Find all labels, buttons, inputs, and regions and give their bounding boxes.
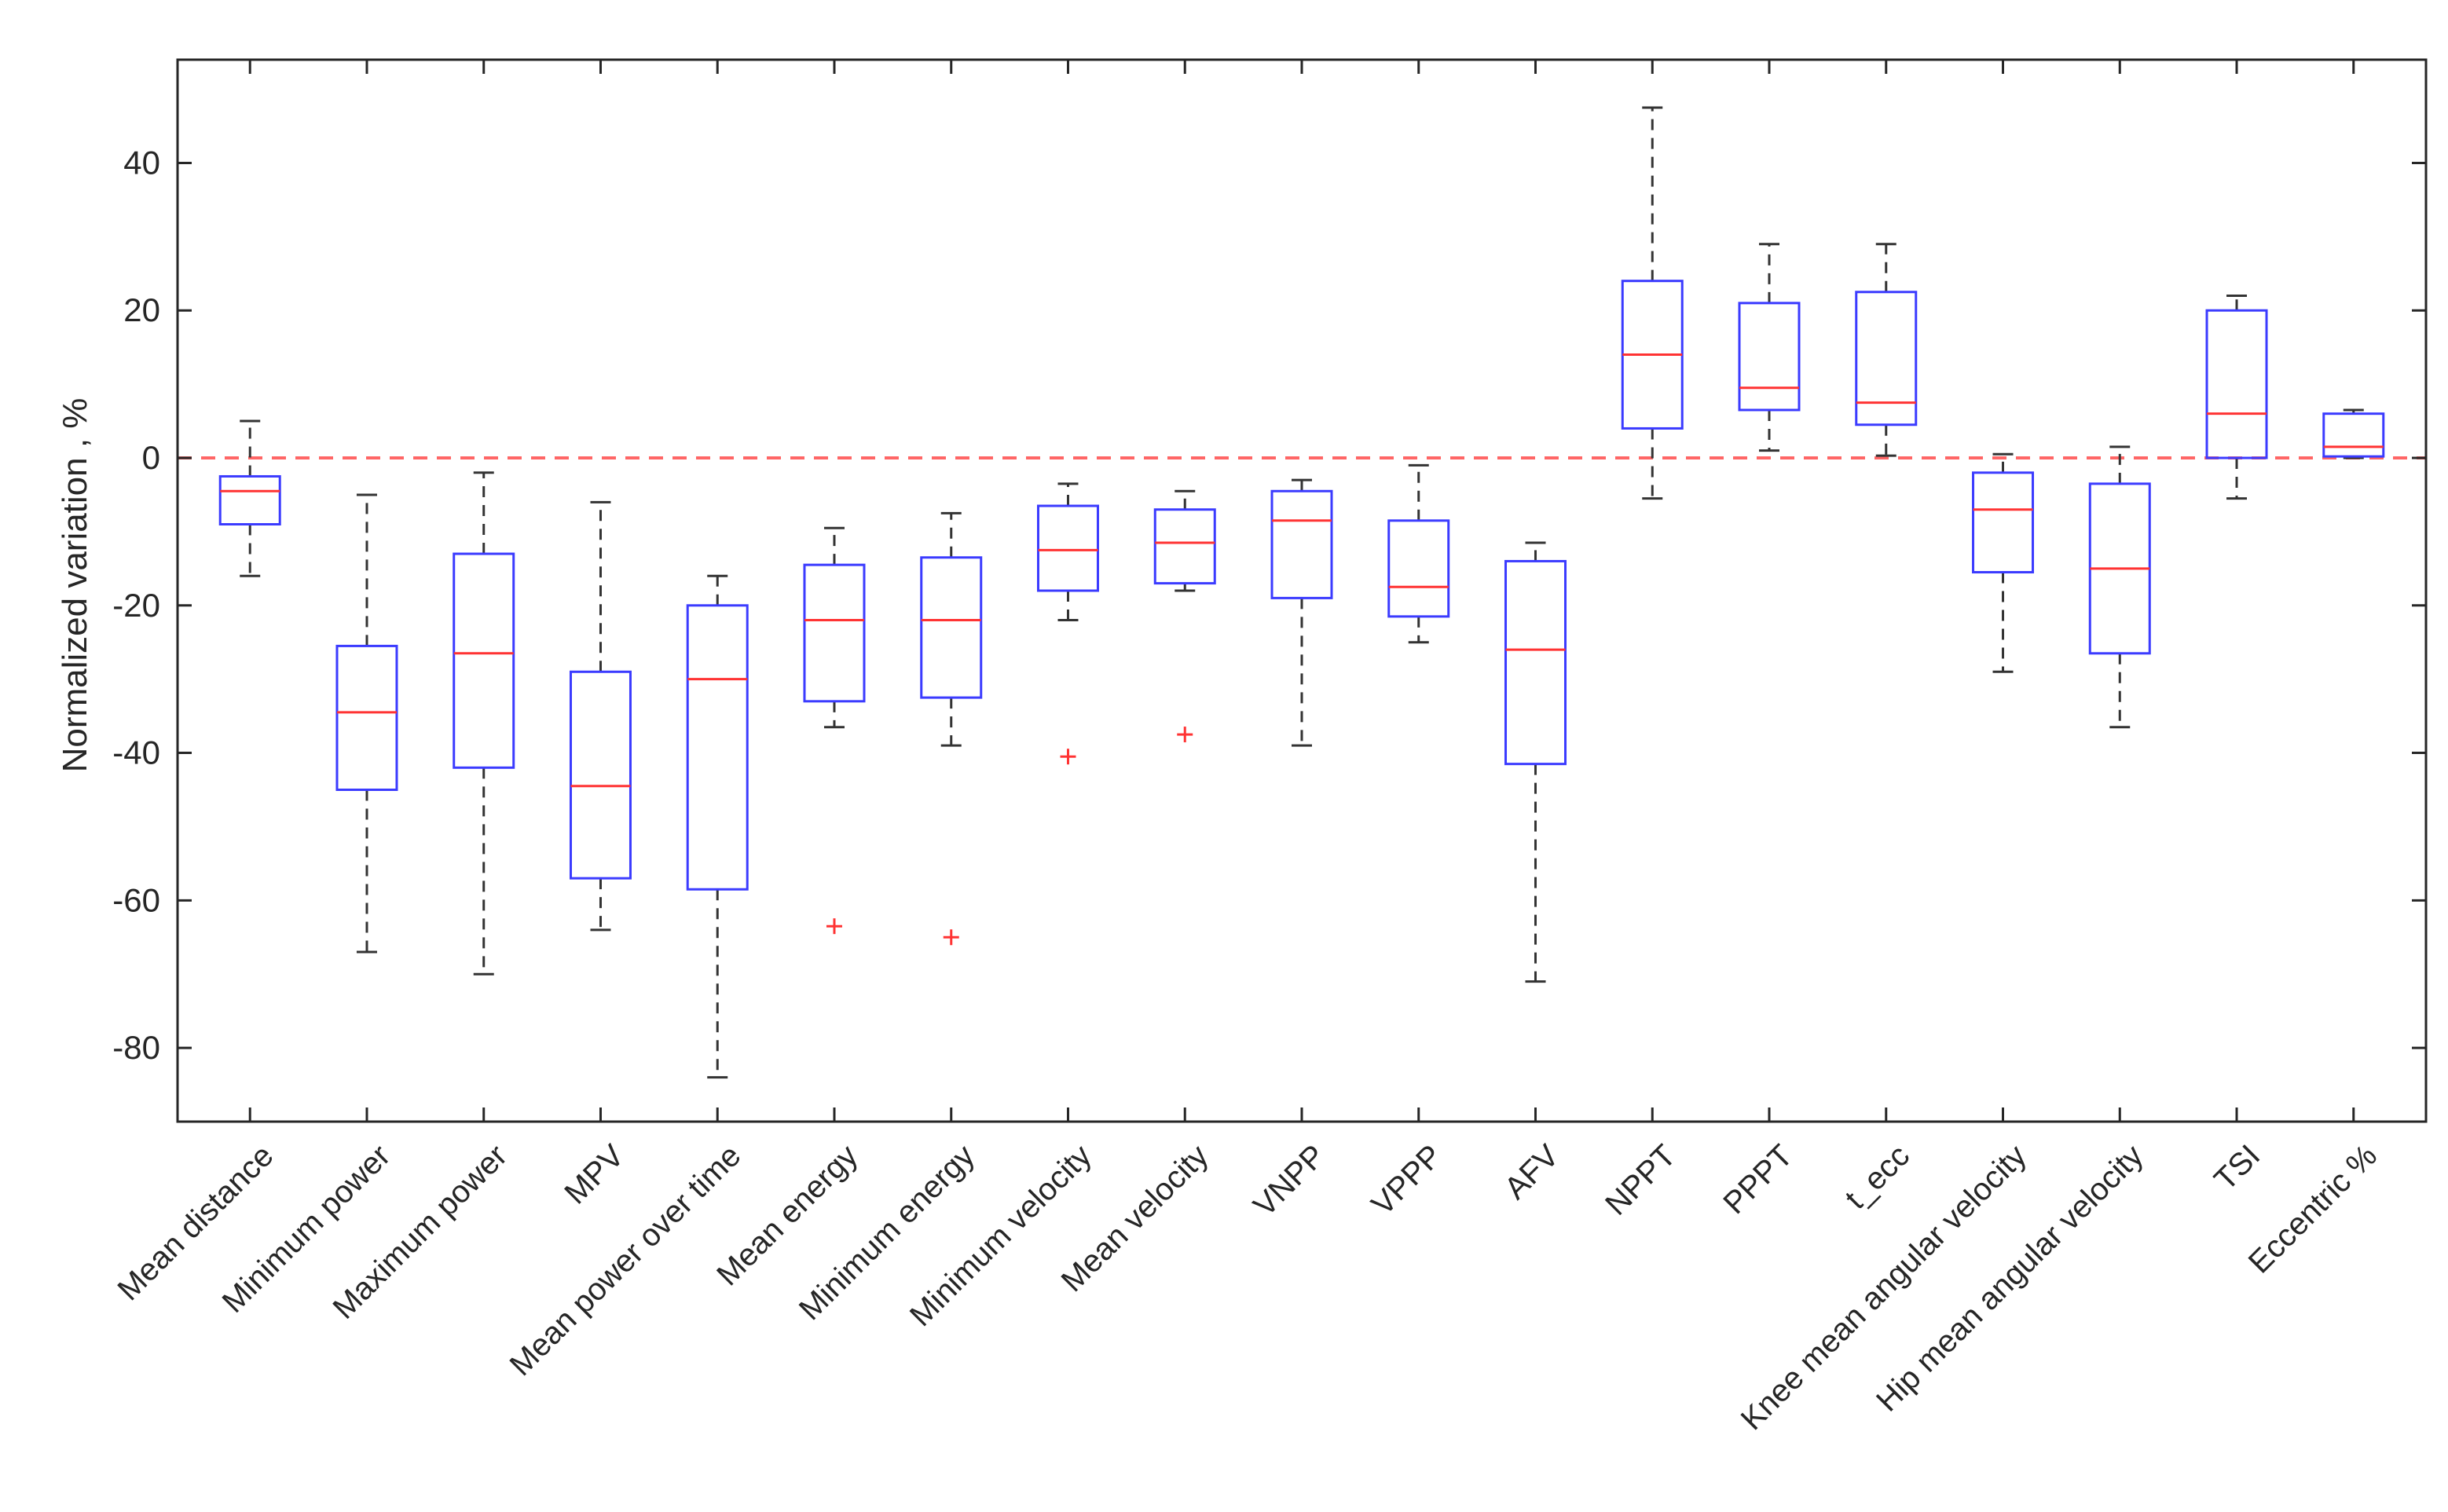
outlier-marker	[1177, 727, 1193, 743]
box-6	[803, 526, 866, 935]
interquartile-box	[1036, 504, 1099, 592]
boxes-group	[218, 106, 2385, 1079]
box-19	[2322, 408, 2385, 459]
x-tick-label: MPV	[558, 1138, 631, 1211]
interquartile-box	[1387, 519, 1450, 618]
interquartile-box	[1504, 559, 1567, 766]
box-4	[569, 500, 632, 932]
box-17	[2088, 445, 2151, 729]
x-tick-label: AFV	[1498, 1138, 1566, 1206]
y-tick-label: -80	[112, 1029, 160, 1066]
interquartile-box	[453, 552, 515, 769]
y-tick-label: -60	[112, 881, 160, 918]
interquartile-box	[569, 670, 632, 880]
y-ticks-group: -80 -60 -40 -20 0 20 40	[112, 144, 2426, 1066]
x-tick-label: TSI	[2208, 1138, 2267, 1197]
x-tick-label: NPPT	[1599, 1138, 1683, 1222]
outlier-marker	[943, 929, 959, 946]
box-13	[1621, 106, 1684, 500]
interquartile-box	[686, 604, 749, 891]
box-1	[218, 419, 281, 577]
y-tick-label: 20	[123, 291, 160, 328]
outlier-marker	[1060, 749, 1076, 765]
interquartile-box	[2205, 309, 2268, 459]
box-15	[1855, 243, 1918, 457]
box-10	[1270, 478, 1333, 747]
interquartile-box	[1972, 471, 2035, 574]
box-3	[453, 471, 515, 976]
box-18	[2205, 294, 2268, 500]
x-tick-label: VNPP	[1247, 1138, 1332, 1223]
box-2	[335, 493, 398, 954]
box-16	[1972, 452, 2035, 673]
axes-group	[176, 58, 2428, 1123]
box-12	[1504, 541, 1567, 983]
interquartile-box	[1738, 302, 1801, 412]
y-axis-title: Normalized variation , %	[56, 398, 94, 773]
interquartile-box	[1153, 508, 1216, 585]
x-tick-label: t_ecc	[1838, 1138, 1916, 1216]
box-7	[920, 511, 983, 946]
interquartile-box	[218, 474, 281, 526]
y-tick-label: -40	[112, 734, 160, 771]
x-tick-label: PPPT	[1717, 1138, 1799, 1221]
box-8	[1036, 482, 1099, 765]
interquartile-box	[803, 563, 866, 703]
interquartile-box	[335, 644, 398, 792]
box-5	[686, 574, 749, 1079]
interquartile-box	[1270, 489, 1333, 599]
y-tick-label: 0	[142, 439, 160, 476]
interquartile-box	[920, 556, 983, 699]
y-tick-label: 40	[123, 144, 160, 181]
x-tick-label: Mean power over time	[504, 1138, 748, 1382]
box-9	[1153, 489, 1216, 743]
y-tick-label: -20	[112, 587, 160, 624]
box-14	[1738, 243, 1801, 452]
interquartile-box	[2322, 412, 2385, 458]
plot-frame	[176, 58, 2428, 1123]
outlier-marker	[826, 918, 842, 935]
interquartile-box	[1855, 291, 1918, 427]
box-11	[1387, 463, 1450, 644]
x-tick-label: VPPP	[1365, 1138, 1449, 1222]
